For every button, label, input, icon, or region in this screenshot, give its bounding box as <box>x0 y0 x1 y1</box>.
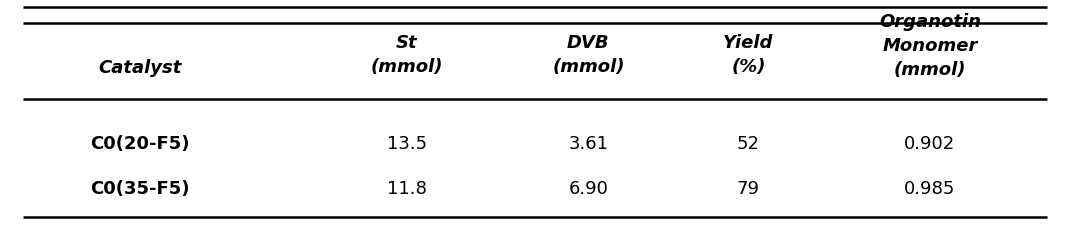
Text: C0(20-F5): C0(20-F5) <box>90 135 189 153</box>
Text: 3.61: 3.61 <box>568 135 609 153</box>
Text: 11.8: 11.8 <box>387 179 427 197</box>
Text: Yield
(%): Yield (%) <box>723 34 774 75</box>
Text: DVB
(mmol): DVB (mmol) <box>552 34 625 75</box>
Text: St
(mmol): St (mmol) <box>370 34 443 75</box>
Text: 6.90: 6.90 <box>568 179 609 197</box>
Text: Organotin
Monomer
(mmol): Organotin Monomer (mmol) <box>878 13 981 78</box>
Text: 0.985: 0.985 <box>904 179 956 197</box>
Text: 79: 79 <box>737 179 760 197</box>
Text: 13.5: 13.5 <box>387 135 427 153</box>
Text: 52: 52 <box>737 135 760 153</box>
Text: Catalyst: Catalyst <box>98 59 182 77</box>
Text: 0.902: 0.902 <box>904 135 956 153</box>
Text: C0(35-F5): C0(35-F5) <box>90 179 189 197</box>
